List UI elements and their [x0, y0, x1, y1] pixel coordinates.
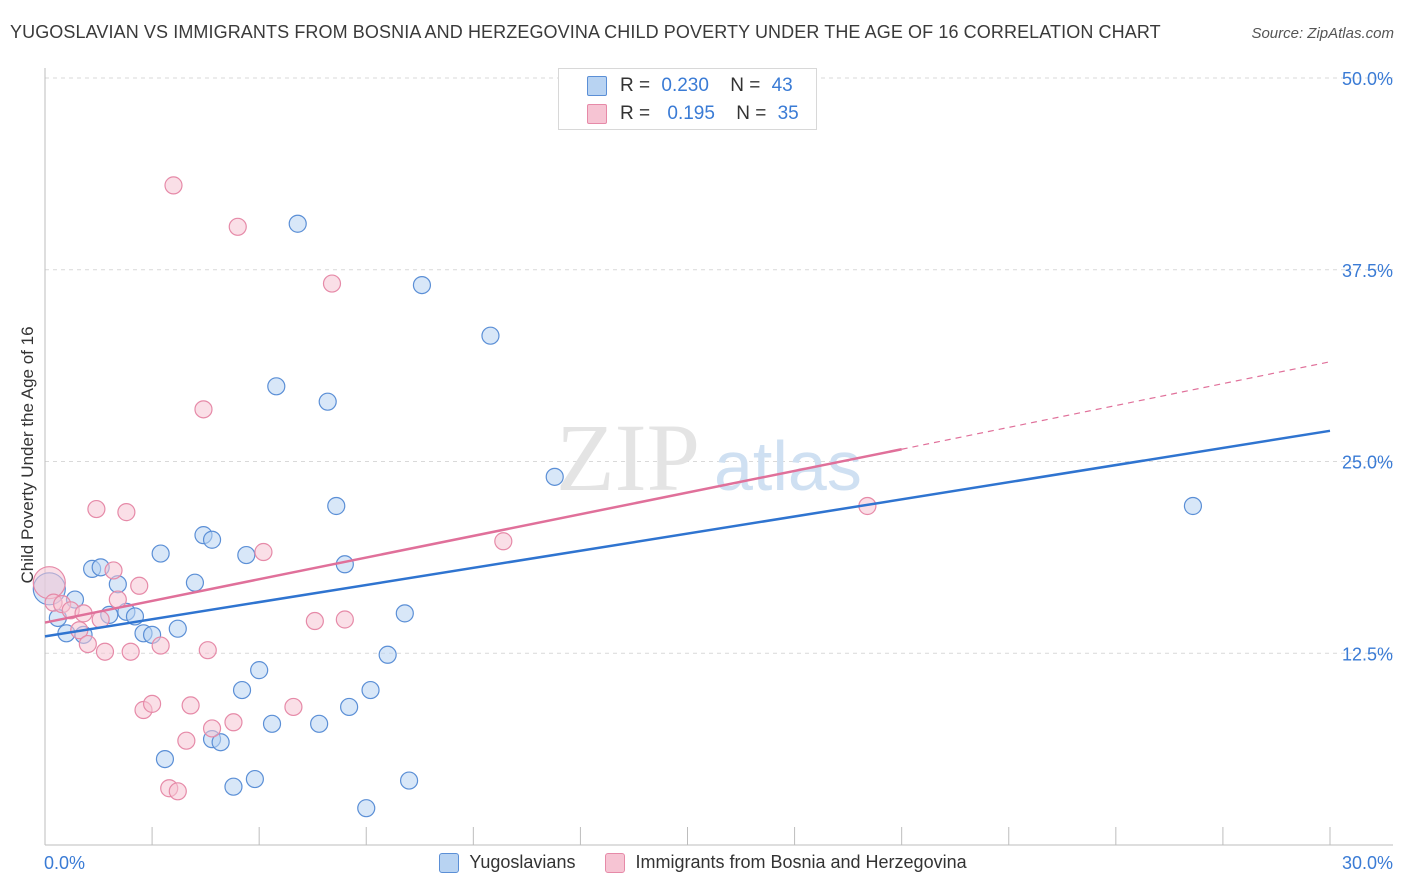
data-point-bosnia	[168, 782, 187, 801]
stats-legend: R = 0.230 N = 43 R = 0.195 N = 35	[558, 68, 817, 130]
data-point-yugoslavians	[340, 697, 359, 717]
data-point-bosnia	[87, 499, 106, 519]
data-point-yugoslavians	[262, 714, 282, 733]
data-point-bosnia	[104, 561, 123, 580]
data-point-yugoslavians	[318, 392, 337, 411]
data-point-bosnia	[121, 642, 140, 661]
legend-r-label: R =	[620, 75, 651, 96]
data-point-yugoslavians	[310, 714, 329, 733]
trend-line-yugoslavians	[44, 429, 1331, 638]
data-point-yugoslavians	[202, 530, 222, 549]
y-tick-label: 37.5%	[1342, 261, 1393, 281]
trend-layer	[44, 361, 1331, 638]
grid-layer	[45, 77, 1393, 654]
trend-line-bosnia	[44, 448, 902, 624]
data-point-yugoslavians	[232, 680, 252, 700]
legend-swatch-bosnia	[605, 852, 626, 873]
legend-swatch-blue	[587, 76, 607, 96]
data-point-bosnia	[142, 694, 162, 713]
watermark: ZIP atlas	[556, 404, 862, 511]
label-layer: 12.5% 25.0% 37.5% 50.0% 0.0% 30.0% Child Pover…	[18, 69, 1393, 873]
series-legend: Yugoslavians Immigrants from Bosnia and …	[0, 852, 1406, 873]
data-point-bosnia	[494, 532, 513, 551]
watermark-zip: ZIP	[556, 404, 700, 511]
legend-n-label: N =	[736, 103, 767, 124]
legend-label-bosnia: Immigrants from Bosnia and Herzegovina	[635, 852, 967, 872]
data-point-bosnia	[130, 576, 149, 595]
data-point-yugoslavians	[267, 377, 286, 396]
data-point-yugoslavians	[151, 544, 170, 563]
data-point-bosnia	[335, 610, 354, 629]
data-point-bosnia	[254, 542, 273, 562]
legend-item-bosnia[interactable]: Immigrants from Bosnia and Herzegovina	[605, 852, 967, 873]
data-point-yugoslavians	[378, 645, 397, 664]
data-point-bosnia	[181, 696, 200, 715]
watermark-atlas: atlas	[714, 427, 862, 505]
axis-layer	[44, 68, 1393, 846]
legend-n-value: 35	[777, 103, 799, 124]
data-point-bosnia	[228, 217, 247, 236]
data-point-yugoslavians	[412, 275, 432, 295]
trend-line-bosnia-extension	[901, 361, 1331, 450]
data-point-yugoslavians	[250, 661, 269, 680]
data-point-bosnia	[284, 697, 303, 717]
data-point-yugoslavians	[327, 496, 346, 516]
data-point-yugoslavians	[395, 604, 414, 623]
y-tick-label: 50.0%	[1342, 69, 1393, 89]
data-point-yugoslavians	[185, 573, 205, 592]
data-point-bosnia	[177, 731, 196, 750]
data-point-yugoslavians	[399, 771, 419, 790]
legend-label-yugoslavians: Yugoslavians	[469, 852, 576, 872]
data-point-yugoslavians	[545, 467, 564, 486]
legend-n-label: N =	[730, 75, 761, 96]
data-point-bosnia	[78, 634, 97, 654]
data-point-yugoslavians	[224, 777, 243, 796]
data-point-yugoslavians	[155, 749, 175, 769]
legend-swatch-pink	[587, 104, 607, 124]
points-layer	[32, 176, 1203, 818]
data-point-bosnia	[117, 503, 136, 522]
y-axis-title: Child Poverty Under the Age of 16	[18, 326, 37, 583]
y-tick-label: 12.5%	[1342, 644, 1393, 664]
data-point-yugoslavians	[288, 214, 307, 233]
data-point-yugoslavians	[361, 680, 380, 700]
data-point-bosnia	[198, 641, 217, 660]
legend-r-value: 0.195	[667, 103, 715, 124]
data-point-bosnia	[202, 719, 222, 738]
source-label: Source: ZipAtlas.com	[1251, 25, 1394, 42]
chart-title: YUGOSLAVIAN VS IMMIGRANTS FROM BOSNIA AN…	[10, 22, 1161, 42]
data-point-bosnia	[224, 713, 243, 732]
legend-r-value: 0.230	[661, 75, 709, 96]
data-point-yugoslavians	[1183, 496, 1203, 516]
data-point-yugoslavians	[237, 545, 256, 565]
data-point-yugoslavians	[168, 619, 187, 638]
legend-item-yugoslavians[interactable]: Yugoslavians	[439, 852, 575, 873]
data-point-bosnia	[194, 400, 213, 419]
y-tick-label: 25.0%	[1342, 453, 1393, 473]
data-point-bosnia	[322, 274, 342, 293]
x-tick-label: 30.0%	[1342, 853, 1393, 873]
data-point-yugoslavians	[211, 733, 230, 752]
data-point-bosnia	[95, 642, 115, 661]
data-point-yugoslavians	[357, 799, 376, 818]
data-point-bosnia	[305, 611, 324, 631]
data-point-bosnia	[164, 176, 183, 195]
data-point-yugoslavians	[245, 769, 264, 789]
x-tick-label: 0.0%	[44, 853, 85, 873]
legend-swatch-yugoslavians	[439, 852, 460, 873]
data-point-bosnia	[151, 636, 170, 655]
legend-r-label: R =	[620, 103, 651, 124]
data-point-bosnia	[32, 566, 66, 600]
legend-n-value: 43	[771, 75, 793, 96]
data-point-yugoslavians	[481, 326, 500, 345]
